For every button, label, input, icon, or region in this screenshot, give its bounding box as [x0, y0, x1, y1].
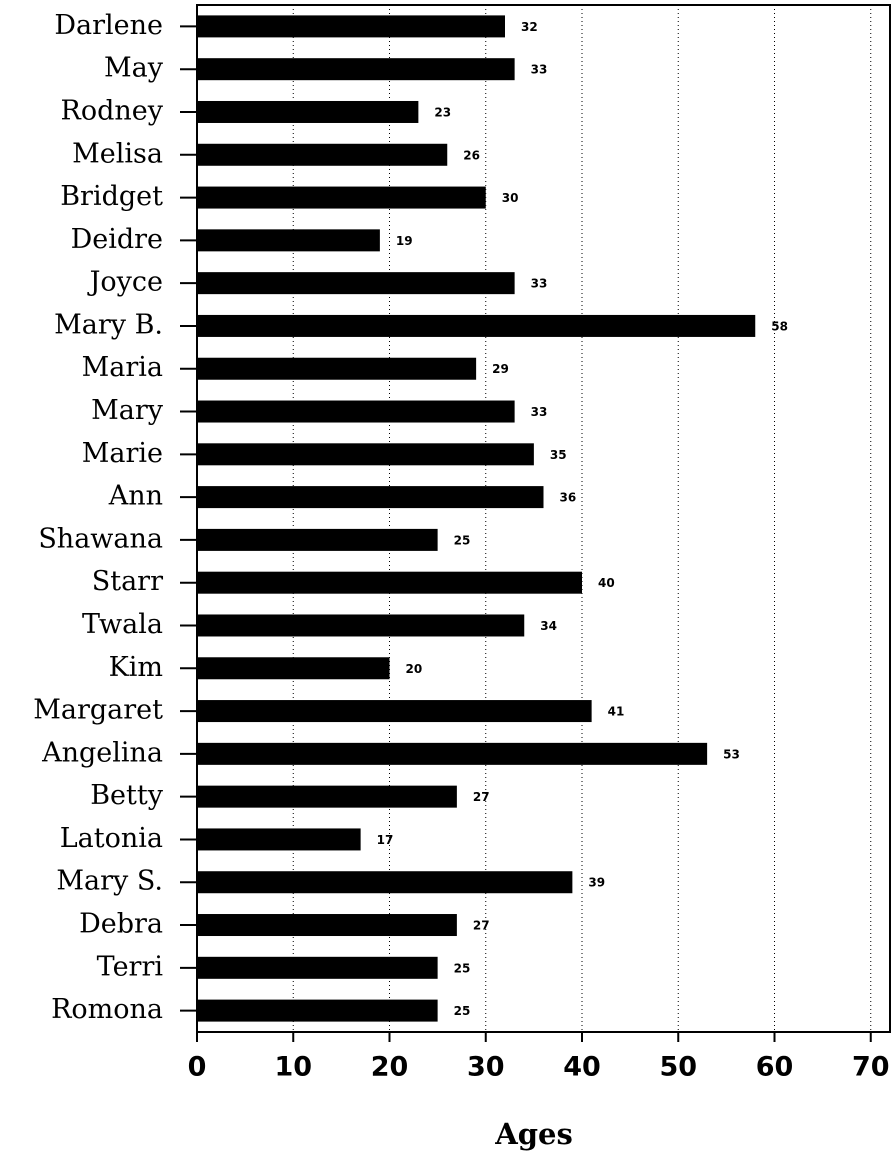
bar — [197, 956, 438, 979]
y-tick-label: Deidre — [71, 224, 163, 255]
bar — [197, 700, 592, 723]
value-label: 34 — [540, 619, 557, 633]
bar — [197, 357, 477, 380]
y-tick-label: Shawana — [38, 523, 163, 554]
bar — [197, 528, 438, 551]
y-tick-label: Bridget — [60, 181, 163, 212]
y-tick-label: Starr — [92, 566, 163, 597]
value-label: 33 — [531, 277, 548, 291]
y-tick-label: Angelina — [41, 737, 163, 768]
value-label: 41 — [608, 705, 625, 719]
bar — [197, 143, 448, 166]
bar — [197, 15, 505, 38]
value-label: 25 — [454, 961, 471, 975]
value-label: 32 — [521, 20, 538, 34]
y-tick-label: Joyce — [87, 267, 163, 298]
y-tick-label: Terri — [97, 951, 164, 982]
bar — [197, 999, 438, 1022]
y-tick-label: Mary S. — [56, 866, 163, 897]
bar — [197, 614, 525, 637]
y-tick-label: Betty — [90, 780, 164, 811]
value-label: 35 — [550, 448, 567, 462]
value-label: 40 — [598, 576, 615, 590]
value-label: 23 — [434, 105, 451, 119]
value-label: 33 — [531, 405, 548, 419]
value-label: 53 — [723, 747, 740, 761]
value-label: 30 — [502, 191, 519, 205]
value-label: 39 — [588, 876, 605, 890]
bar — [197, 785, 457, 808]
bar — [197, 58, 515, 81]
bar — [197, 871, 573, 894]
y-tick-label: Mary B. — [54, 309, 163, 340]
x-tick-label: 30 — [467, 1052, 505, 1083]
value-label: 20 — [406, 662, 423, 676]
bar — [197, 828, 361, 851]
bar — [197, 100, 419, 123]
y-tick-label: Marie — [82, 438, 163, 469]
x-tick-label: 40 — [563, 1052, 601, 1083]
value-label: 29 — [492, 362, 509, 376]
y-tick-label: Debra — [79, 909, 163, 940]
y-tick-label: Romona — [51, 994, 163, 1025]
value-label: 19 — [396, 234, 413, 248]
y-tick-label: Twala — [82, 609, 163, 640]
x-tick-label: 60 — [756, 1052, 794, 1083]
y-tick-label: May — [104, 53, 164, 84]
y-tick-label: Melisa — [72, 138, 163, 169]
bar — [197, 914, 457, 937]
bar — [197, 272, 515, 295]
bar — [197, 486, 544, 509]
bar — [197, 571, 582, 594]
x-tick-label: 0 — [188, 1052, 207, 1083]
value-label: 25 — [454, 533, 471, 547]
bar — [197, 742, 708, 765]
bar — [197, 314, 756, 337]
x-tick-label: 10 — [274, 1052, 312, 1083]
value-label: 26 — [463, 148, 480, 162]
bar — [197, 400, 515, 423]
value-label: 25 — [454, 1004, 471, 1018]
y-tick-label: Mary — [91, 395, 164, 426]
y-tick-label: Kim — [109, 652, 163, 683]
y-tick-label: Latonia — [60, 823, 163, 854]
y-tick-label: Ann — [108, 481, 163, 512]
y-tick-label: Rodney — [61, 95, 164, 126]
y-tick-label: Maria — [82, 352, 163, 383]
bar — [197, 229, 380, 252]
plot-frame — [196, 4, 891, 1033]
y-tick-label: Darlene — [54, 10, 163, 41]
value-label: 36 — [560, 491, 577, 505]
value-label: 27 — [473, 919, 490, 933]
value-label: 27 — [473, 790, 490, 804]
x-tick-label: 50 — [659, 1052, 697, 1083]
value-label: 33 — [531, 63, 548, 77]
bar — [197, 443, 534, 466]
y-tick-label: Margaret — [33, 695, 163, 726]
value-label: 58 — [771, 319, 788, 333]
bar — [197, 657, 390, 680]
value-label: 17 — [377, 833, 394, 847]
x-axis-label: Ages — [494, 1117, 573, 1151]
x-tick-label: 70 — [852, 1052, 890, 1083]
bar — [197, 186, 486, 209]
x-tick-label: 20 — [371, 1052, 409, 1083]
